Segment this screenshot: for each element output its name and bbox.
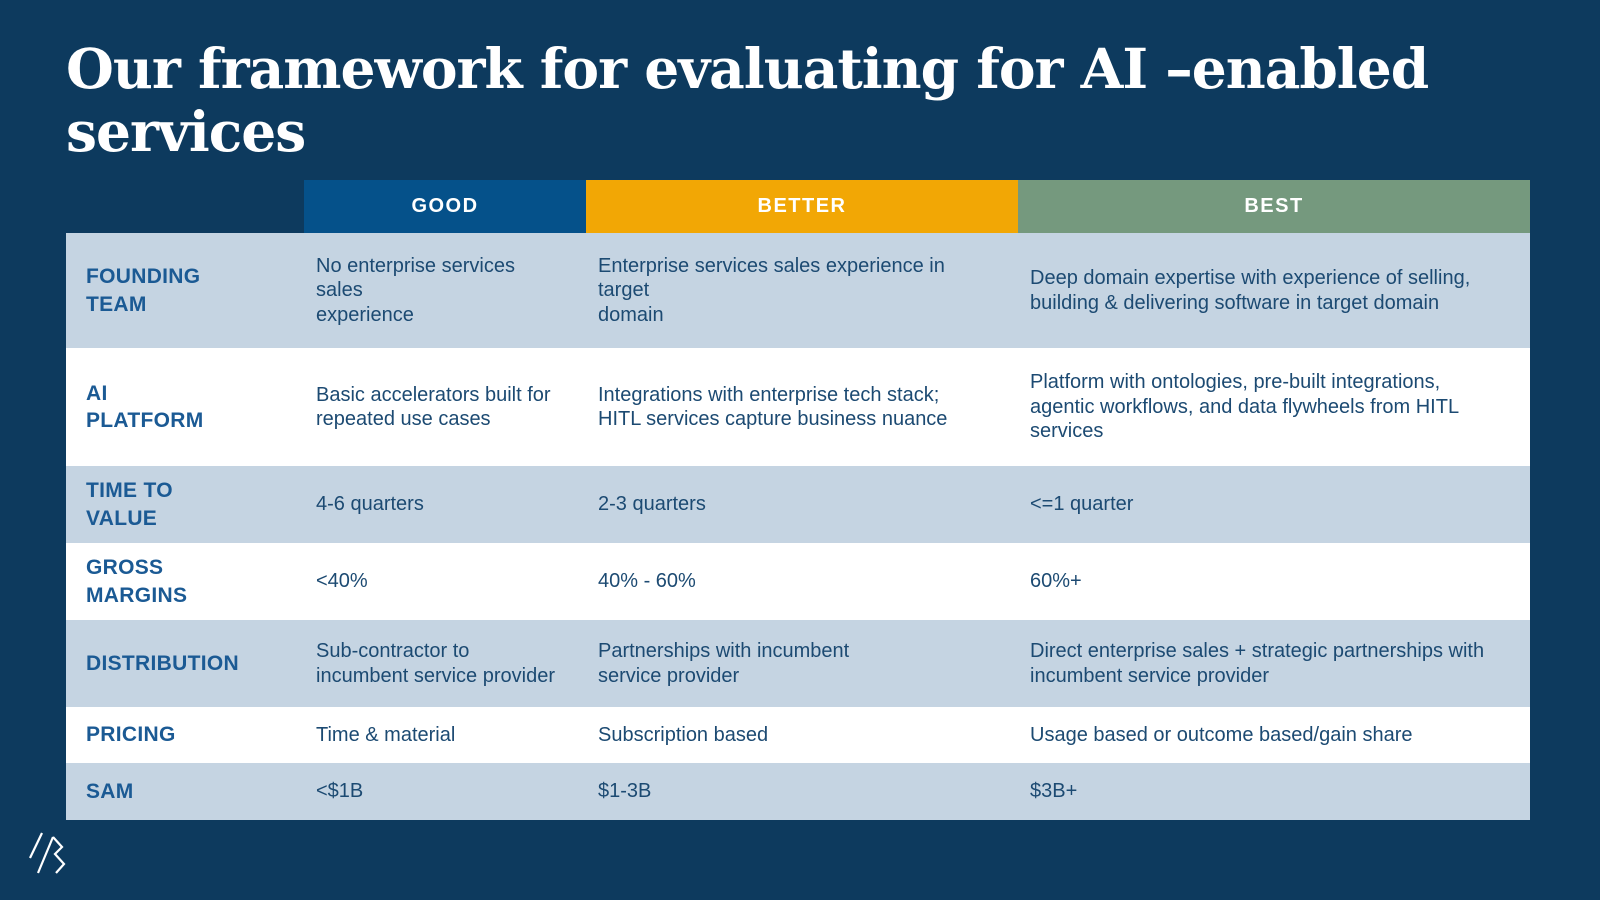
cell-gross-margins-good: <40%	[304, 543, 586, 620]
cell-gross-margins-best: 60%+	[1018, 543, 1530, 620]
row-label-ai-platform: AI PLATFORM	[66, 348, 304, 466]
row-label-founding-team: FOUNDING TEAM	[66, 233, 304, 348]
row-label-gross-margins: GROSS MARGINS	[66, 543, 304, 620]
cell-sam-good: <$1B	[304, 763, 586, 820]
column-header-best: BEST	[1018, 180, 1530, 233]
cell-time-to-value-good: 4-6 quarters	[304, 466, 586, 543]
cell-sam-better: $1-3B	[586, 763, 1018, 820]
column-header-good: GOOD	[304, 180, 586, 233]
page-title: Our framework for evaluating for AI –ena…	[66, 36, 1429, 164]
row-label-time-to-value: TIME TO VALUE	[66, 466, 304, 543]
evaluation-framework-table: GOOD BETTER BEST FOUNDING TEAM No enterp…	[66, 180, 1530, 820]
cell-distribution-better: Partnerships with incumbent service prov…	[586, 620, 1018, 707]
cell-founding-team-good: No enterprise services sales experience	[304, 233, 586, 348]
row-label-pricing: PRICING	[66, 707, 304, 763]
row-label-distribution: DISTRIBUTION	[66, 620, 304, 707]
cell-pricing-good: Time & material	[304, 707, 586, 763]
row-label-sam: SAM	[66, 763, 304, 820]
cell-ai-platform-best: Platform with ontologies, pre-built inte…	[1018, 348, 1530, 466]
cell-distribution-best: Direct enterprise sales + strategic part…	[1018, 620, 1530, 707]
cell-gross-margins-better: 40% - 60%	[586, 543, 1018, 620]
cell-pricing-best: Usage based or outcome based/gain share	[1018, 707, 1530, 763]
double-slash-logo-icon	[29, 832, 66, 874]
cell-founding-team-best: Deep domain expertise with experience of…	[1018, 233, 1530, 348]
cell-sam-best: $3B+	[1018, 763, 1530, 820]
header-spacer	[66, 180, 304, 233]
column-header-better: BETTER	[586, 180, 1018, 233]
cell-distribution-good: Sub-contractor to incumbent service prov…	[304, 620, 586, 707]
cell-founding-team-better: Enterprise services sales experience in …	[586, 233, 1018, 348]
cell-pricing-better: Subscription based	[586, 707, 1018, 763]
cell-time-to-value-best: <=1 quarter	[1018, 466, 1530, 543]
cell-ai-platform-better: Integrations with enterprise tech stack;…	[586, 348, 1018, 466]
cell-ai-platform-good: Basic accelerators built for repeated us…	[304, 348, 586, 466]
cell-time-to-value-better: 2-3 quarters	[586, 466, 1018, 543]
